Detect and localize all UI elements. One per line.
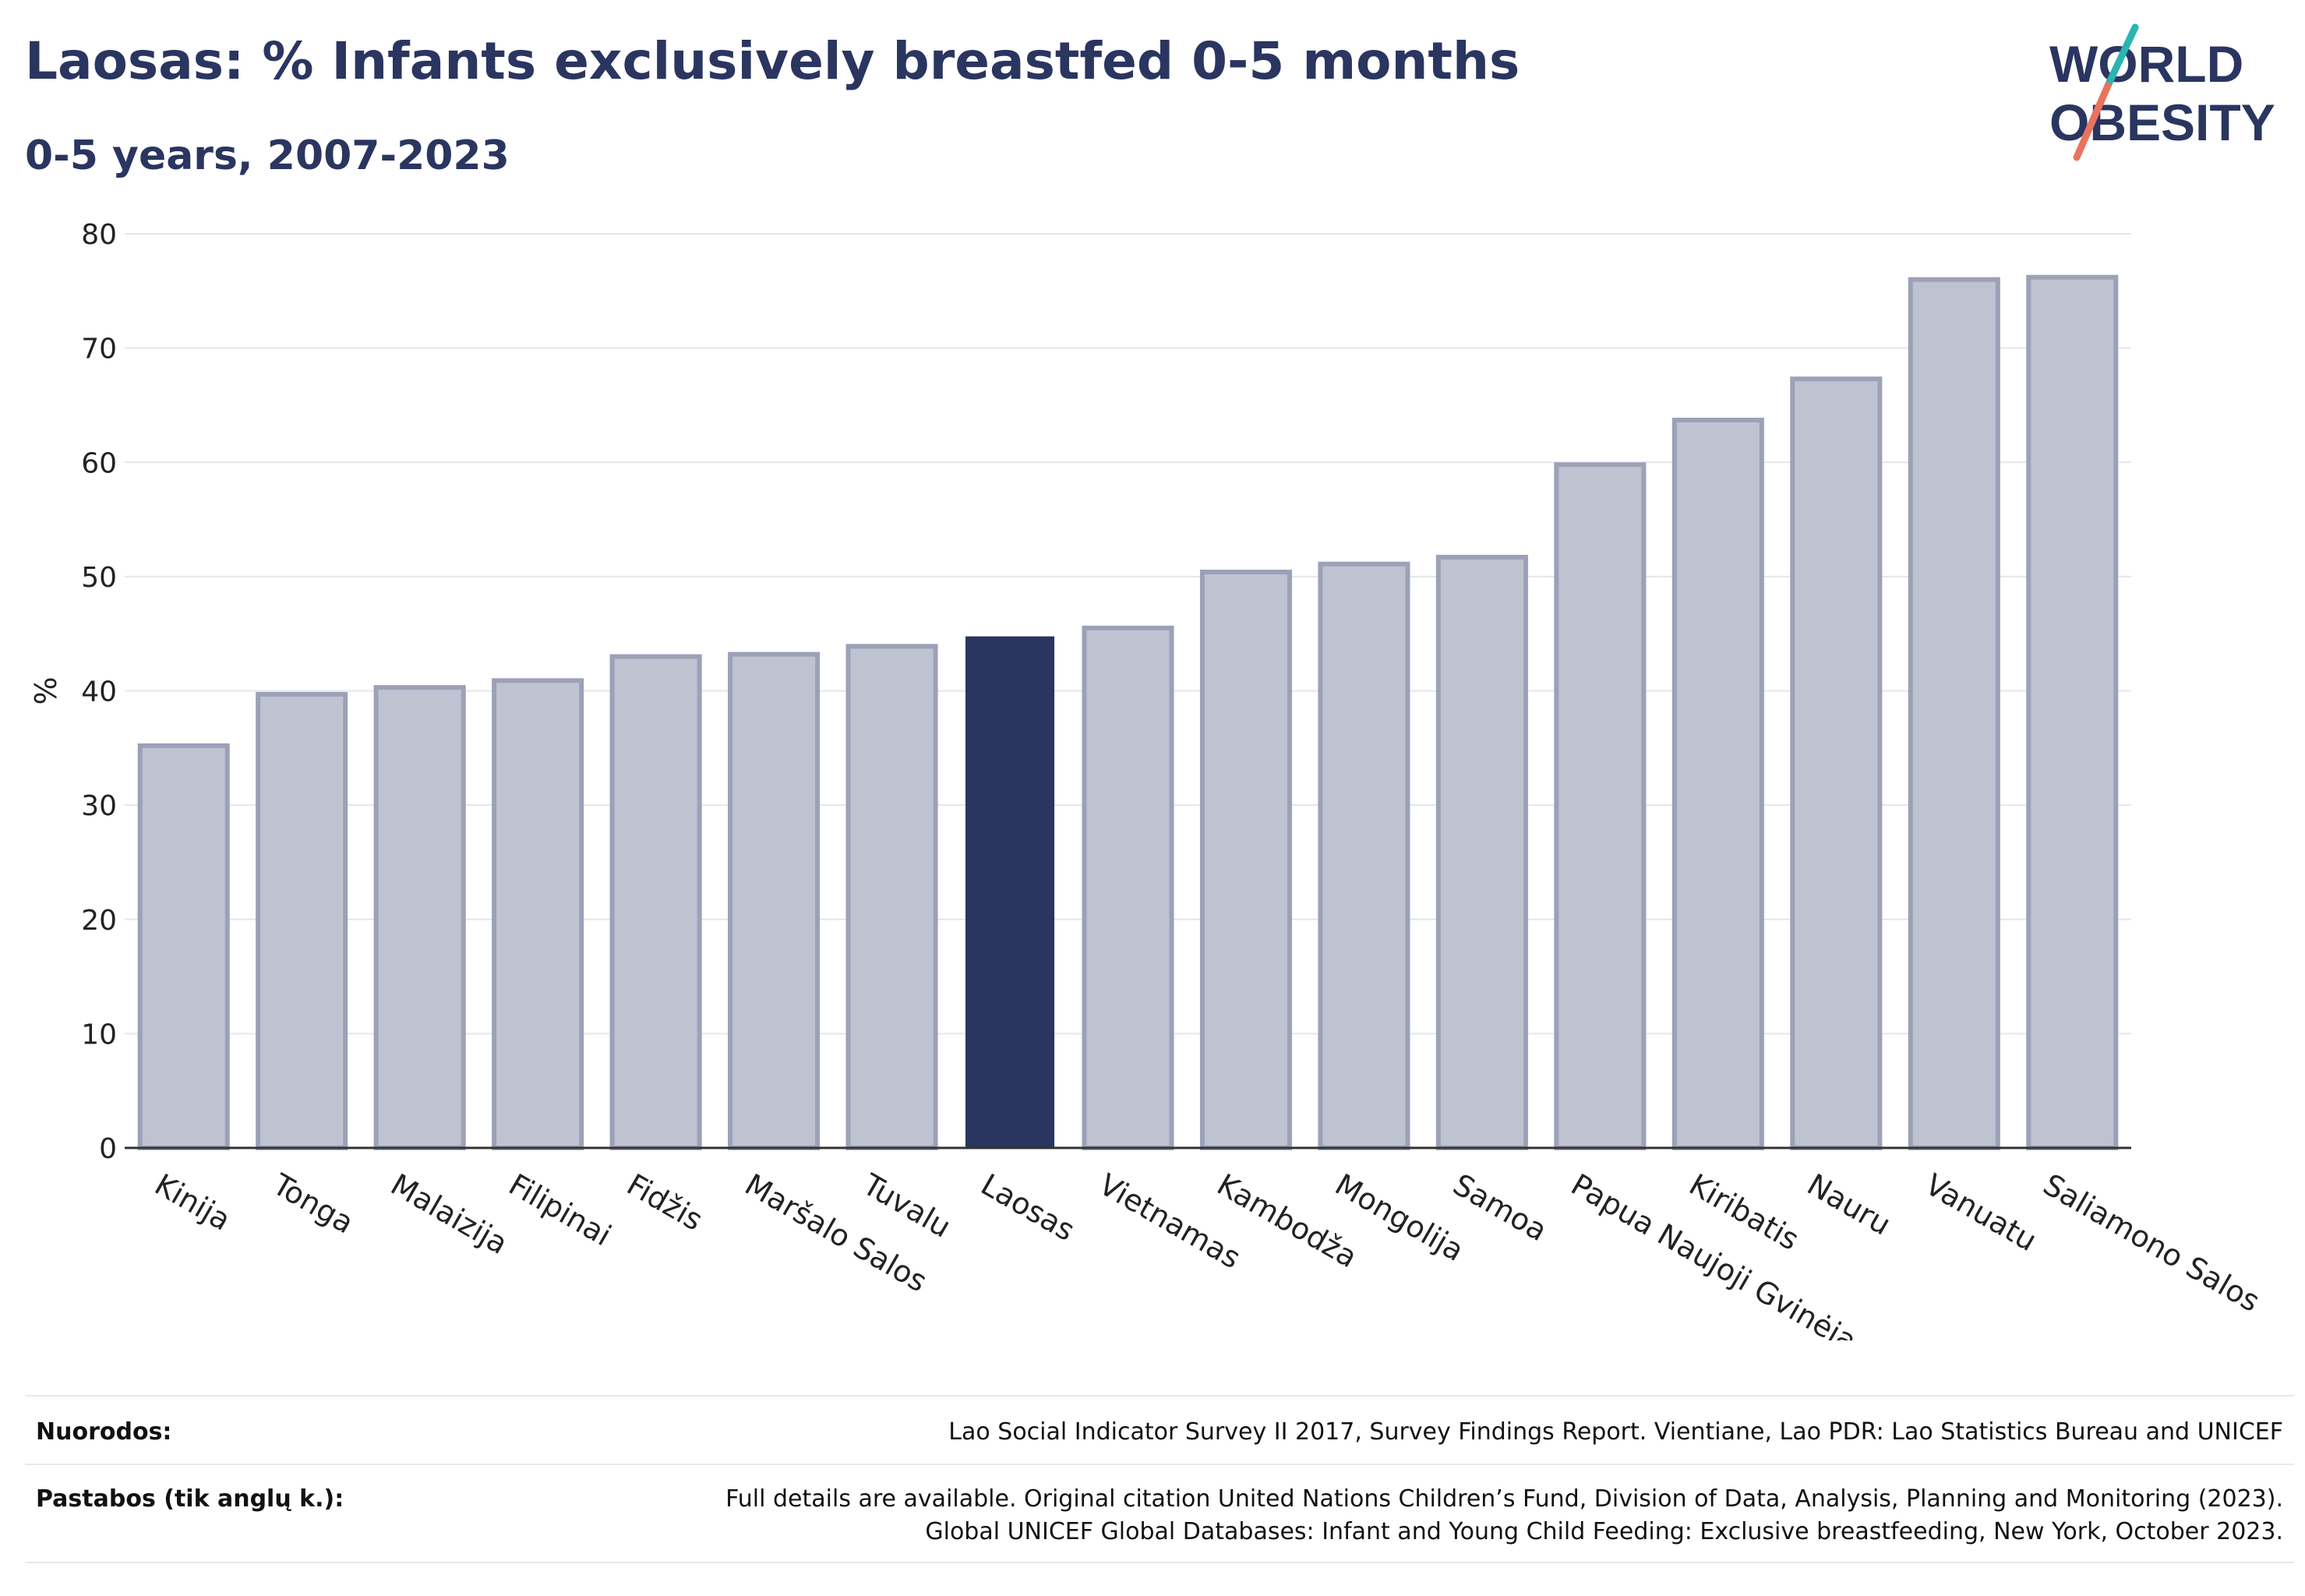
bar-1 — [256, 691, 348, 1150]
bar-2 — [373, 685, 466, 1150]
bar-6 — [845, 644, 938, 1150]
logo-accent-coral — [2073, 82, 2112, 161]
y-tick-label-40: 40 — [81, 676, 117, 708]
x-tick-label-1: Tonga — [267, 1167, 359, 1240]
bar-7 — [965, 636, 1055, 1149]
sources-text: Lao Social Indicator Survey II 2017, Sur… — [948, 1418, 2283, 1446]
x-tick-label-15: Vanuatu — [1919, 1167, 2042, 1258]
bar-16 — [2026, 274, 2119, 1150]
y-tick-label-80: 80 — [81, 219, 117, 251]
logo-accent-teal — [2104, 23, 2139, 90]
footer-divider-top — [25, 1395, 2294, 1396]
x-tick-label-16: Saliamono Salos — [2038, 1167, 2266, 1319]
logo-line1: WORLD — [2049, 35, 2243, 93]
y-tick-label-30: 30 — [81, 790, 117, 822]
notes-line-2: Global UNICEF Global Databases: Infant a… — [925, 1518, 2283, 1545]
footer-divider-bottom — [25, 1562, 2294, 1563]
chart-title: Laosas: % Infants exclusively breastfed … — [25, 31, 1520, 91]
y-tick-label-20: 20 — [81, 905, 117, 937]
bar-9 — [1199, 570, 1293, 1150]
bar-5 — [728, 651, 821, 1150]
bar-15 — [1908, 277, 2000, 1150]
bar-8 — [1082, 625, 1174, 1150]
world-obesity-logo: WORLD OBESITY — [2049, 23, 2275, 161]
bar-13 — [1671, 417, 1764, 1150]
y-tick-label-60: 60 — [81, 447, 117, 479]
y-tick-label-70: 70 — [81, 334, 117, 365]
x-tick-label-14: Nauru — [1802, 1167, 1897, 1242]
x-tick-label-0: Kinija — [149, 1167, 236, 1238]
footer-divider-middle — [25, 1464, 2294, 1465]
sources-label: Nuorodos: — [36, 1418, 172, 1446]
x-tick-label-4: Fidžis — [621, 1167, 708, 1238]
bar-14 — [1790, 376, 1883, 1150]
notes-line-1: Full details are available. Original cit… — [725, 1485, 2283, 1513]
notes-label: Pastabos (tik anglų k.): — [36, 1485, 344, 1513]
chart-subtitle: 0-5 years, 2007-2023 — [25, 132, 510, 179]
bar-4 — [609, 654, 702, 1150]
y-axis-label: % — [29, 676, 63, 704]
y-tick-label-10: 10 — [81, 1019, 117, 1050]
x-tick-label-2: Malaizija — [385, 1167, 514, 1262]
y-tick-label-0: 0 — [99, 1133, 117, 1165]
bar-12 — [1554, 462, 1647, 1150]
bar-0 — [137, 743, 230, 1150]
x-tick-label-6: Tuvalu — [856, 1167, 956, 1245]
bar-10 — [1318, 561, 1410, 1150]
x-tick-label-7: Laosas — [976, 1167, 1081, 1248]
y-tick-label-50: 50 — [81, 562, 117, 594]
bar-3 — [492, 678, 584, 1150]
x-tick-label-3: Filipinai — [503, 1167, 617, 1253]
bar-11 — [1435, 554, 1528, 1150]
